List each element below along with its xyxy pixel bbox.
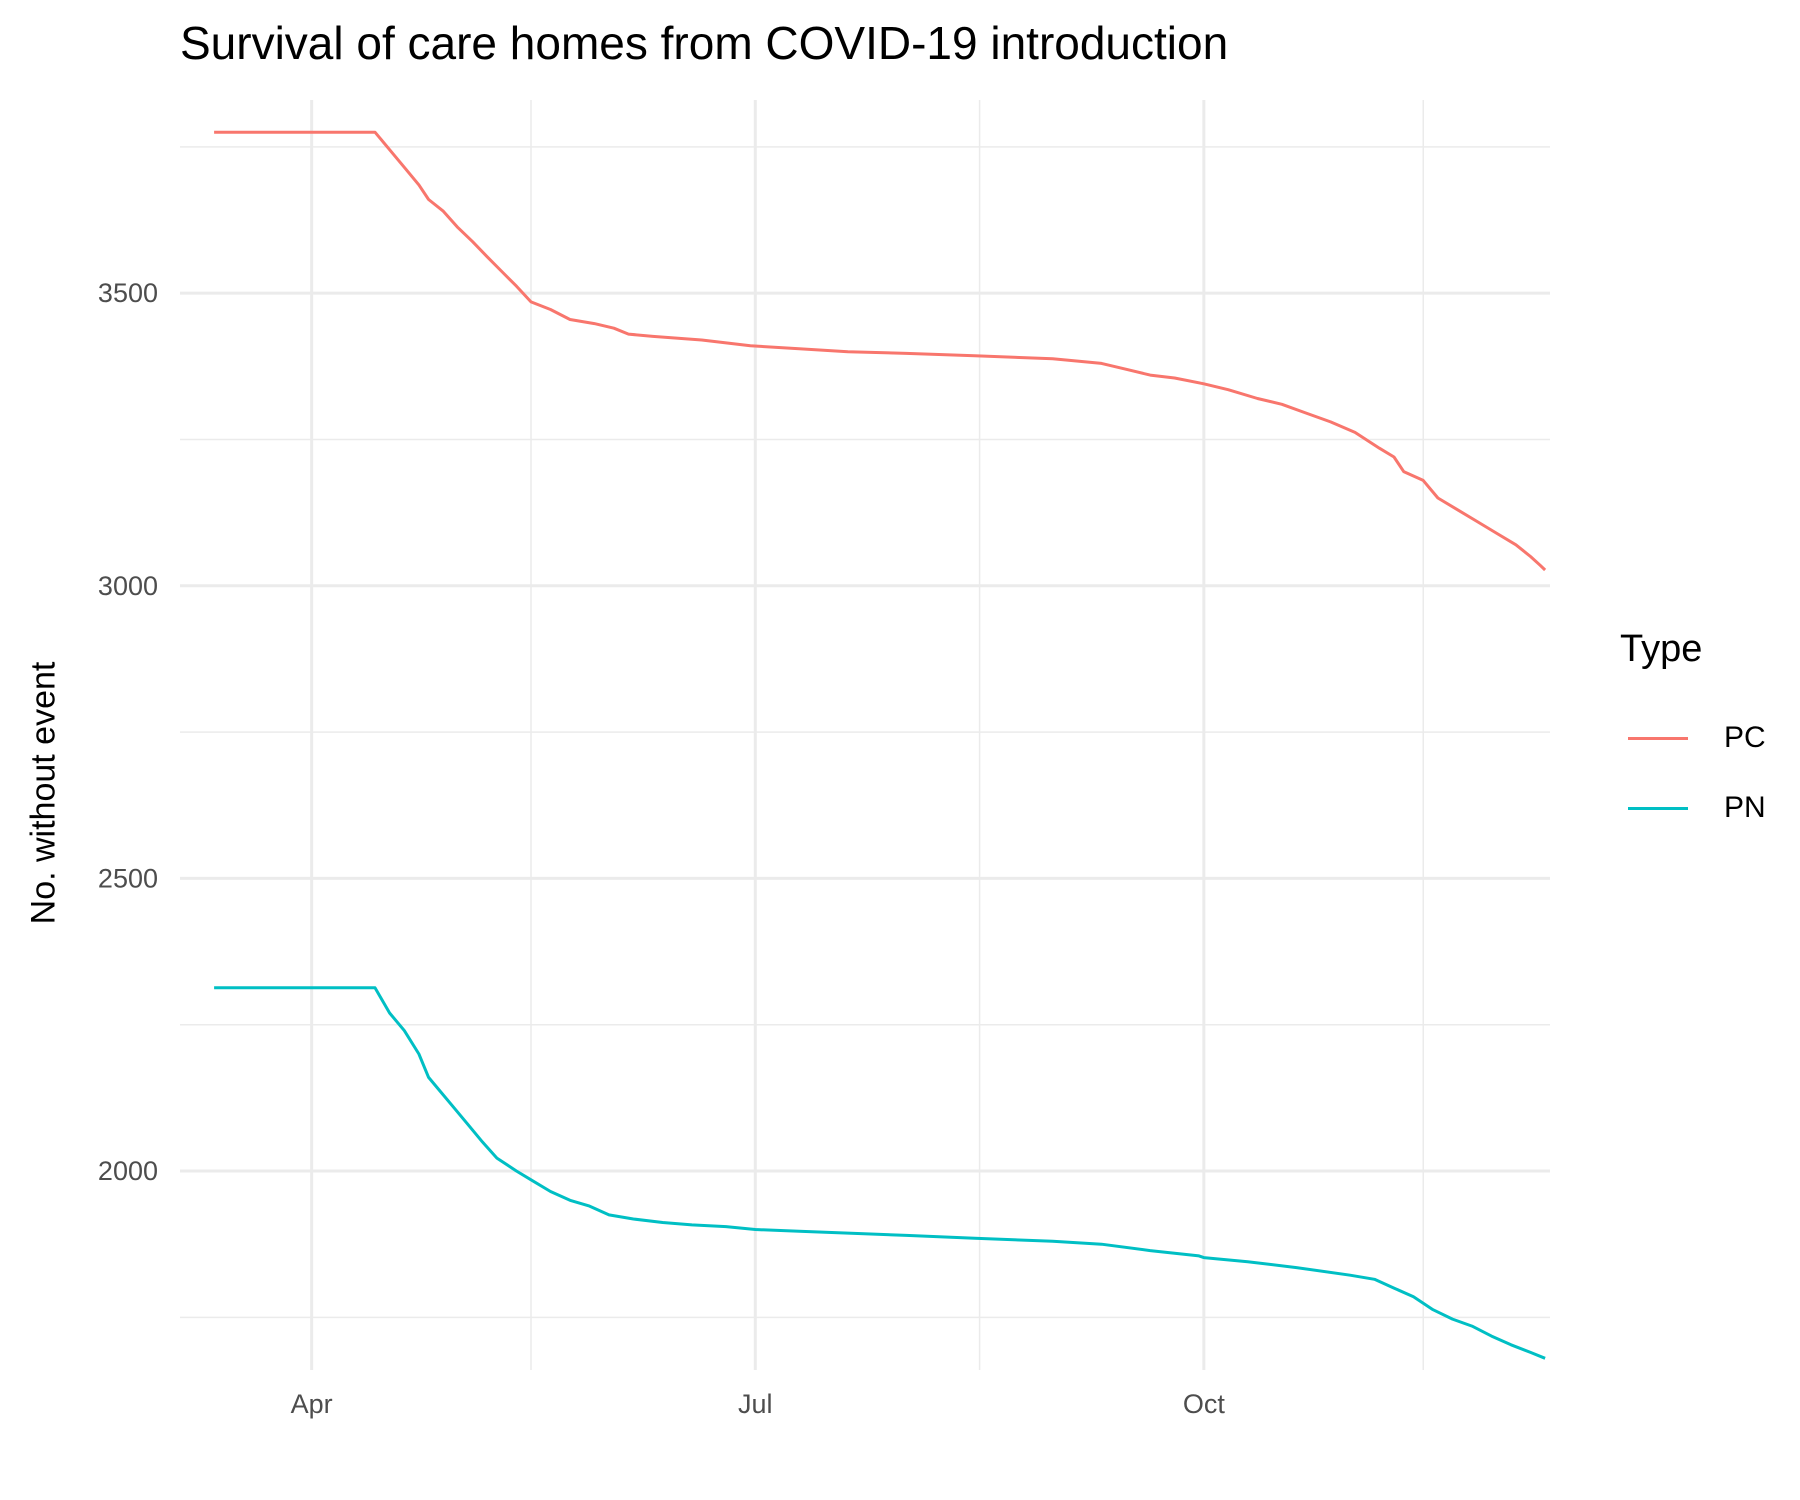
- x-tick-label: Apr: [291, 1389, 333, 1419]
- y-tick-label: 3000: [98, 571, 158, 601]
- y-tick-label: 3500: [98, 278, 158, 308]
- legend: Type PC PN: [1620, 628, 1766, 843]
- series-lines: [214, 130, 1547, 1360]
- legend-title: Type: [1620, 628, 1703, 670]
- minor-gridlines: [180, 100, 1550, 1370]
- legend-label-pc: PC: [1724, 721, 1766, 754]
- x-tick-label: Oct: [1183, 1389, 1226, 1419]
- x-tick-label: Jul: [738, 1389, 773, 1419]
- series-line-pc: [214, 130, 1547, 572]
- y-tick-labels: 2000 2500 3000 3500: [98, 278, 158, 1186]
- series-line-pn: [214, 986, 1546, 1360]
- major-gridlines: [180, 100, 1550, 1370]
- y-tick-label: 2000: [98, 1156, 158, 1186]
- x-tick-labels: Apr Jul Oct: [291, 1389, 1226, 1419]
- legend-key-pc: [1628, 736, 1688, 740]
- chart-title: Survival of care homes from COVID-19 int…: [180, 17, 1229, 69]
- legend-label-pn: PN: [1724, 791, 1766, 824]
- legend-key-pn: [1628, 806, 1688, 810]
- legend-item-pn: PN: [1620, 773, 1766, 843]
- y-tick-label: 2500: [98, 863, 158, 893]
- legend-item-pc: PC: [1620, 703, 1766, 773]
